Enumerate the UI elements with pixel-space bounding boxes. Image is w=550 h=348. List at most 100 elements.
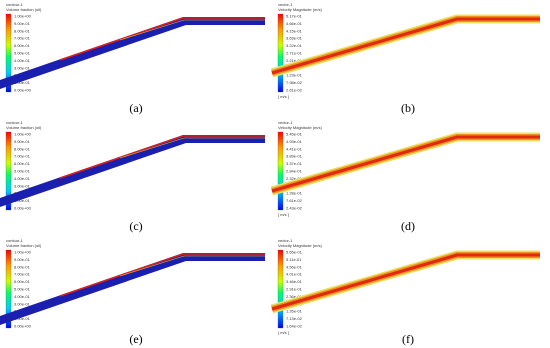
colorbar-subtitle: Volume fraction (oil) <box>6 243 42 248</box>
oil-layer-edge <box>119 19 265 41</box>
colorbar-tick-label: 3.89e-01 <box>286 154 303 159</box>
colorbar-title: contour-1 <box>6 238 24 243</box>
colorbar-tick-label: 4.41e-01 <box>286 146 303 151</box>
colorbar-tick-label: 1.00e+00 <box>14 132 32 137</box>
oil-layer-edge <box>119 137 265 159</box>
colorbar-tick-label: 8.00e-01 <box>14 28 31 33</box>
colorbar-tick-label: 9.00e-01 <box>14 139 31 144</box>
colorbar-tick-label: 6.00e-01 <box>14 43 31 48</box>
colorbar-subtitle: Volume fraction (oil) <box>6 125 42 130</box>
colorbar-tick-label: 3.37e-01 <box>286 161 303 166</box>
colorbar-subtitle: Volume fraction (oil) <box>6 7 42 12</box>
colorbar-tick-label: 8.00e-01 <box>14 146 31 151</box>
colorbar-tick-label: 5.11e-01 <box>286 257 302 262</box>
panel-label: (d) <box>401 219 415 233</box>
colorbar-tick-label: 4.56e-01 <box>286 264 303 269</box>
colorbar-tick-label: 1.00e+00 <box>14 250 32 255</box>
colorbar-tick-label: 5.65e-01 <box>286 250 303 255</box>
colorbar-tick-label: 3.00e-01 <box>14 65 31 70</box>
colorbar-tick-label: 4.01e-01 <box>286 272 303 277</box>
colorbar-tick-label: 7.00e-01 <box>14 36 31 41</box>
colorbar-tick-label: 4.00e-01 <box>14 294 31 299</box>
colorbar-tick-label: 9.00e-01 <box>14 257 31 262</box>
colorbar <box>5 249 12 329</box>
colorbar-tick-label: 3.46e-01 <box>286 279 303 284</box>
oil-layer <box>59 17 265 61</box>
pipe-core <box>271 253 540 311</box>
colorbar-title: vector-1 <box>278 238 293 243</box>
colorbar-tick-label: 4.93e-01 <box>286 139 303 144</box>
colorbar <box>5 13 12 93</box>
colorbar-tick-label: 7.00e-01 <box>14 154 31 159</box>
colorbar-unit: [ m/s ] <box>278 330 289 335</box>
colorbar-tick-label: 1.00e-01 <box>14 198 31 203</box>
colorbar-tick-label: 2.43e-02 <box>286 206 303 211</box>
colorbar-tick-label: 4.00e-01 <box>14 58 31 63</box>
colorbar-tick-label: 6.00e-01 <box>14 279 31 284</box>
colorbar-tick-label: 2.21e-01 <box>286 58 303 63</box>
panel-label: (a) <box>129 101 142 115</box>
colorbar-title: vector-1 <box>278 120 293 125</box>
colorbar-tick-label: 5.00e-01 <box>14 51 31 56</box>
colorbar-unit: [ m/s ] <box>278 212 289 217</box>
pipe-core <box>271 17 540 75</box>
colorbar <box>277 249 284 329</box>
pipe-edge <box>270 250 540 314</box>
colorbar-tick-label: 1.00e-01 <box>14 316 31 321</box>
oil-layer-edge <box>119 255 265 277</box>
colorbar-tick-label: 1.64e-02 <box>286 324 303 329</box>
colorbar-tick-label: 2.32e-01 <box>286 176 303 181</box>
colorbar-tick-label: 1.28e-01 <box>286 191 303 196</box>
colorbar-tick-label: 8.00e-01 <box>14 264 31 269</box>
oil-layer <box>59 253 265 297</box>
colorbar-tick-label: 2.91e-01 <box>286 287 303 292</box>
colorbar-subtitle: Velocity Magnitude (m/s) <box>278 7 322 12</box>
colorbar-subtitle: Velocity Magnitude (m/s) <box>278 243 322 248</box>
colorbar-tick-label: 7.61e-02 <box>286 198 303 203</box>
colorbar-title: contour-1 <box>6 2 24 7</box>
colorbar-tick-label: 4.15e-01 <box>286 28 303 33</box>
colorbar-tick-label: 3.63e-01 <box>286 36 303 41</box>
pipe-edge <box>270 132 540 196</box>
pipe <box>0 135 265 207</box>
colorbar <box>277 131 284 211</box>
colorbar-tick-label: 3.00e-01 <box>14 301 31 306</box>
colorbar-tick-label: 1.26e-01 <box>286 309 303 314</box>
colorbar-tick-label: 4.66e-01 <box>286 21 303 26</box>
pipe <box>0 253 265 325</box>
colorbar-tick-label: 7.00e-01 <box>14 272 31 277</box>
colorbar-tick-label: 0.00e+00 <box>14 324 32 329</box>
panel-label: (c) <box>129 219 142 233</box>
colorbar-tick-label: 4.00e-01 <box>14 176 31 181</box>
colorbar-tick-label: 5.00e-01 <box>14 169 31 174</box>
colorbar-tick-label: 2.36e-01 <box>286 294 303 299</box>
colorbar-tick-label: 0.00e+00 <box>14 88 32 93</box>
colorbar <box>277 13 284 93</box>
colorbar-title: contour-1 <box>6 120 24 125</box>
colorbar-tick-label: 3.00e-01 <box>14 183 31 188</box>
colorbar-tick-label: 2.84e-01 <box>286 169 303 174</box>
colorbar-tick-label: 2.61e-02 <box>286 88 303 93</box>
colorbar-tick-label: 7.13e-02 <box>286 316 303 321</box>
panel-label: (e) <box>129 332 142 346</box>
colorbar <box>5 131 12 211</box>
colorbar-unit: [ m/s ] <box>278 94 289 99</box>
colorbar-tick-label: 9.00e-01 <box>14 21 31 26</box>
colorbar-tick-label: 5.45e-01 <box>286 132 303 137</box>
panel-label: (b) <box>401 101 415 115</box>
panel-label: (f) <box>402 332 414 346</box>
colorbar-tick-label: 6.00e-01 <box>14 161 31 166</box>
colorbar-tick-label: 2.71e-01 <box>286 51 303 56</box>
colorbar-tick-label: 7.98e-02 <box>286 80 303 85</box>
colorbar-tick-label: 1.23e-01 <box>286 73 303 78</box>
oil-layer <box>59 135 265 179</box>
colorbar-subtitle: Velocity Magnitude (m/s) <box>278 125 322 130</box>
colorbar-tick-label: 5.17e-01 <box>286 14 303 19</box>
